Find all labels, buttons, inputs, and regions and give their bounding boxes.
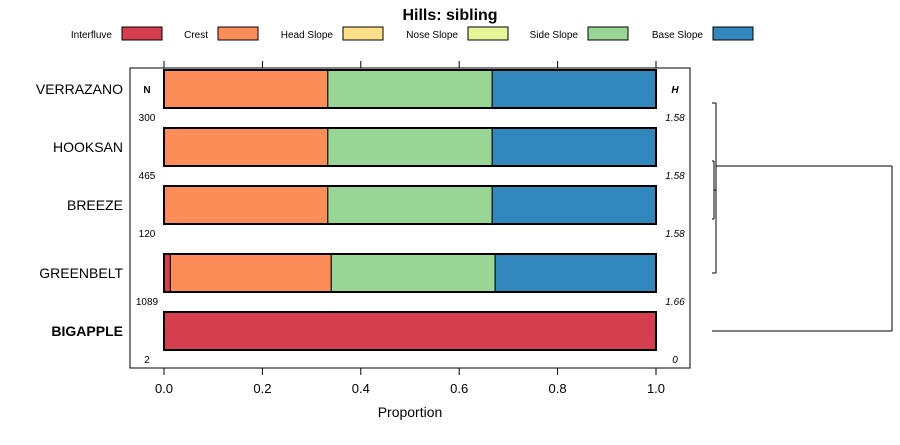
x-tick-label: 0.4 [352,381,370,396]
bar-outline [163,185,657,225]
n-value: 2 [144,355,150,366]
x-tick-label: 0.6 [450,381,468,396]
bar-row: BIGAPPLE 2 0 [51,311,678,366]
row-label: BREEZE [67,197,123,213]
plot-frame [129,67,691,369]
legend-swatch [121,26,163,41]
h-value: 1.58 [665,171,685,182]
row-label: BIGAPPLE [51,323,123,339]
bar-segment [327,127,493,167]
bar-rows: VERRAZANO 300 1.58 HOOKSAN 465 1.58 BREEZE 120 1… [36,69,685,366]
n-column-header: N [143,85,150,96]
n-value: 1089 [136,297,159,308]
x-axis-title: Proportion [378,404,443,420]
bar-segment [163,311,657,351]
bar-row: BREEZE 120 1.58 [67,185,685,240]
bar-outline [163,69,657,109]
legend-swatch [712,26,754,41]
bar-segment [491,127,657,167]
row-label: VERRAZANO [36,81,123,97]
bar-segment [169,253,332,293]
bar-outline [163,127,657,167]
bar-segment [163,185,329,225]
legend-swatch [587,26,629,41]
legend-label: Nose Slope [406,30,458,41]
bar-outline [163,253,657,293]
legend-swatch [467,26,509,41]
legend: Interfluve Crest Head Slope Nose Slope Side … [71,26,754,41]
x-tick-label: 1.0 [647,381,665,396]
h-value: 1.58 [665,229,685,240]
bar-row: GREENBELT 1089 1.66 [39,253,685,308]
bar-outline [163,311,657,351]
h-value: 1.66 [665,297,685,308]
legend-label: Head Slope [281,30,334,41]
bar-row: HOOKSAN 465 1.58 [53,127,685,182]
legend-swatch [217,26,259,41]
x-tick-label: 0.8 [549,381,567,396]
legend-label: Crest [184,30,208,41]
dendrogram [712,102,893,332]
chart-title: Hills: sibling [402,7,497,24]
h-value: 0 [672,355,678,366]
bar-segment [494,253,657,293]
axes: 0.0 0.2 0.4 0.6 0.8 1.0 [155,61,665,396]
bar-segment [330,253,496,293]
bar-segment [491,185,657,225]
x-tick-label: 0.0 [155,381,173,396]
h-value: 1.58 [665,113,685,124]
n-value: 465 [139,171,156,182]
bar-segment [163,69,329,109]
n-value: 120 [139,229,156,240]
bar-row: VERRAZANO 300 1.58 [36,69,685,124]
h-column-header: H [671,85,679,96]
legend-label: Interfluve [71,30,113,41]
legend-label: Side Slope [530,30,579,41]
row-label: GREENBELT [39,265,123,281]
legend-label: Base Slope [652,30,704,41]
legend-swatch [342,26,384,41]
row-label: HOOKSAN [53,139,123,155]
bar-segment [491,69,657,109]
bar-segment [327,185,493,225]
n-value: 300 [139,113,156,124]
x-tick-label: 0.2 [253,381,271,396]
bar-segment [163,127,329,167]
bar-segment [327,69,493,109]
